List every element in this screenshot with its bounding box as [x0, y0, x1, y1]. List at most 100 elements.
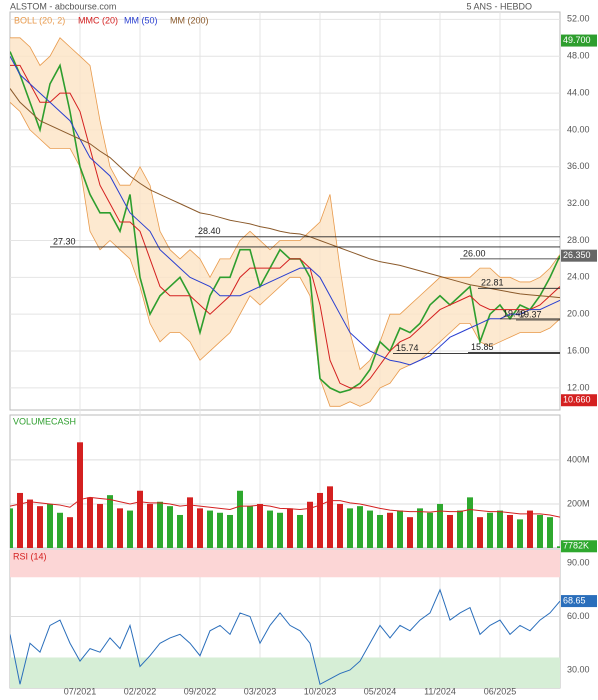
- bar: [527, 510, 533, 548]
- value-tag-box: [561, 540, 597, 553]
- bar: [117, 508, 123, 548]
- bar: [507, 514, 513, 548]
- bar: [137, 490, 143, 548]
- y-tick-label: 30.00: [567, 664, 590, 674]
- bar: [247, 506, 253, 548]
- bar: [367, 510, 373, 548]
- bar: [237, 490, 243, 548]
- bar: [197, 508, 203, 548]
- series-line: [10, 64, 560, 389]
- x-tick-label: 11/2024: [424, 686, 456, 696]
- x-tick-label: 02/2022: [124, 686, 157, 696]
- bar: [127, 510, 133, 548]
- plot: [10, 550, 560, 688]
- bar: [267, 510, 273, 548]
- panel-frame: [9, 11, 561, 411]
- zone: [10, 550, 560, 578]
- chart-title: ALSTOM - abcbourse.com: [10, 1, 116, 11]
- y-tick-label: 40.00: [567, 124, 590, 134]
- chart-subtitle: 5 ANS - HEBDO: [466, 1, 532, 11]
- series-line: [10, 588, 560, 686]
- bar: [457, 510, 463, 548]
- plot: [10, 442, 560, 548]
- bar: [547, 517, 553, 548]
- y-tick-label: 36.00: [567, 161, 590, 171]
- y-tick-label: 12.00: [567, 382, 590, 392]
- bar: [217, 512, 223, 548]
- bar: [157, 501, 163, 548]
- value-tag-box: [561, 249, 597, 262]
- annotation-label: 19.37: [519, 309, 542, 319]
- bar: [147, 503, 153, 548]
- x-tick-label: 03/2023: [244, 686, 277, 696]
- bar: [407, 517, 413, 548]
- x-tick-label: 05/2024: [364, 686, 397, 696]
- x-tick-label: 10/2023: [304, 686, 337, 696]
- series-line: [10, 51, 560, 394]
- value-tag-box: [561, 34, 597, 47]
- bar: [347, 508, 353, 548]
- x-tick-label: 07/2021: [64, 686, 97, 696]
- value-tag: 49.700: [563, 35, 591, 45]
- bar: [487, 512, 493, 548]
- bar: [207, 510, 213, 548]
- bar: [327, 486, 333, 548]
- bar: [497, 510, 503, 548]
- plot: [10, 37, 560, 407]
- legend-entry: BOLL (20, 2): [14, 15, 65, 25]
- bar: [97, 503, 103, 548]
- value-tag-box: [561, 394, 597, 407]
- bar: [177, 514, 183, 548]
- annotation-label: 22.81: [481, 278, 504, 288]
- bar: [297, 514, 303, 548]
- bar: [447, 514, 453, 548]
- bar: [437, 503, 443, 548]
- annotation-label: 28.40: [198, 226, 221, 236]
- bar: [67, 517, 73, 548]
- panel-frame: [9, 414, 561, 549]
- bar: [47, 503, 53, 548]
- bar: [57, 512, 63, 548]
- annotation-label: 15.74: [396, 343, 419, 353]
- annotation-label: 26.00: [463, 248, 486, 258]
- bar: [397, 510, 403, 548]
- bar: [287, 508, 293, 548]
- y-tick-label: 90.00: [567, 557, 590, 567]
- series-line: [10, 55, 560, 366]
- band-line: [10, 37, 560, 371]
- y-tick-label: 60.00: [567, 611, 590, 621]
- bar: [27, 499, 33, 548]
- bar: [257, 503, 263, 548]
- y-tick-label: 48.00: [567, 51, 590, 61]
- y-tick-label: 16.00: [567, 345, 590, 355]
- y-tick-label: 24.00: [567, 272, 590, 282]
- bar: [77, 442, 83, 548]
- y-tick-label: 52.00: [567, 14, 590, 24]
- bar: [517, 519, 523, 548]
- panel-title: VOLUMECASH: [13, 416, 76, 426]
- bar: [417, 508, 423, 548]
- bar: [377, 514, 383, 548]
- bar: [107, 495, 113, 548]
- bar: [537, 514, 543, 548]
- value-tag-box: [561, 595, 597, 608]
- band-line: [10, 101, 560, 407]
- bar: [17, 492, 23, 548]
- bar: [227, 514, 233, 548]
- y-tick-label: 200M: [567, 498, 590, 508]
- bar: [357, 506, 363, 548]
- y-tick-label: 400M: [567, 454, 590, 464]
- bar: [37, 506, 43, 548]
- bar: [277, 512, 283, 548]
- y-tick-label: 28.00: [567, 235, 590, 245]
- bar: [317, 492, 323, 548]
- bar: [167, 506, 173, 548]
- bar: [87, 497, 93, 548]
- x-tick-label: 09/2022: [184, 686, 217, 696]
- bar: [467, 497, 473, 548]
- legend-entry: MM (200): [170, 15, 209, 25]
- ma-line: [10, 496, 560, 518]
- bar: [387, 512, 393, 548]
- y-tick-label: 44.00: [567, 87, 590, 97]
